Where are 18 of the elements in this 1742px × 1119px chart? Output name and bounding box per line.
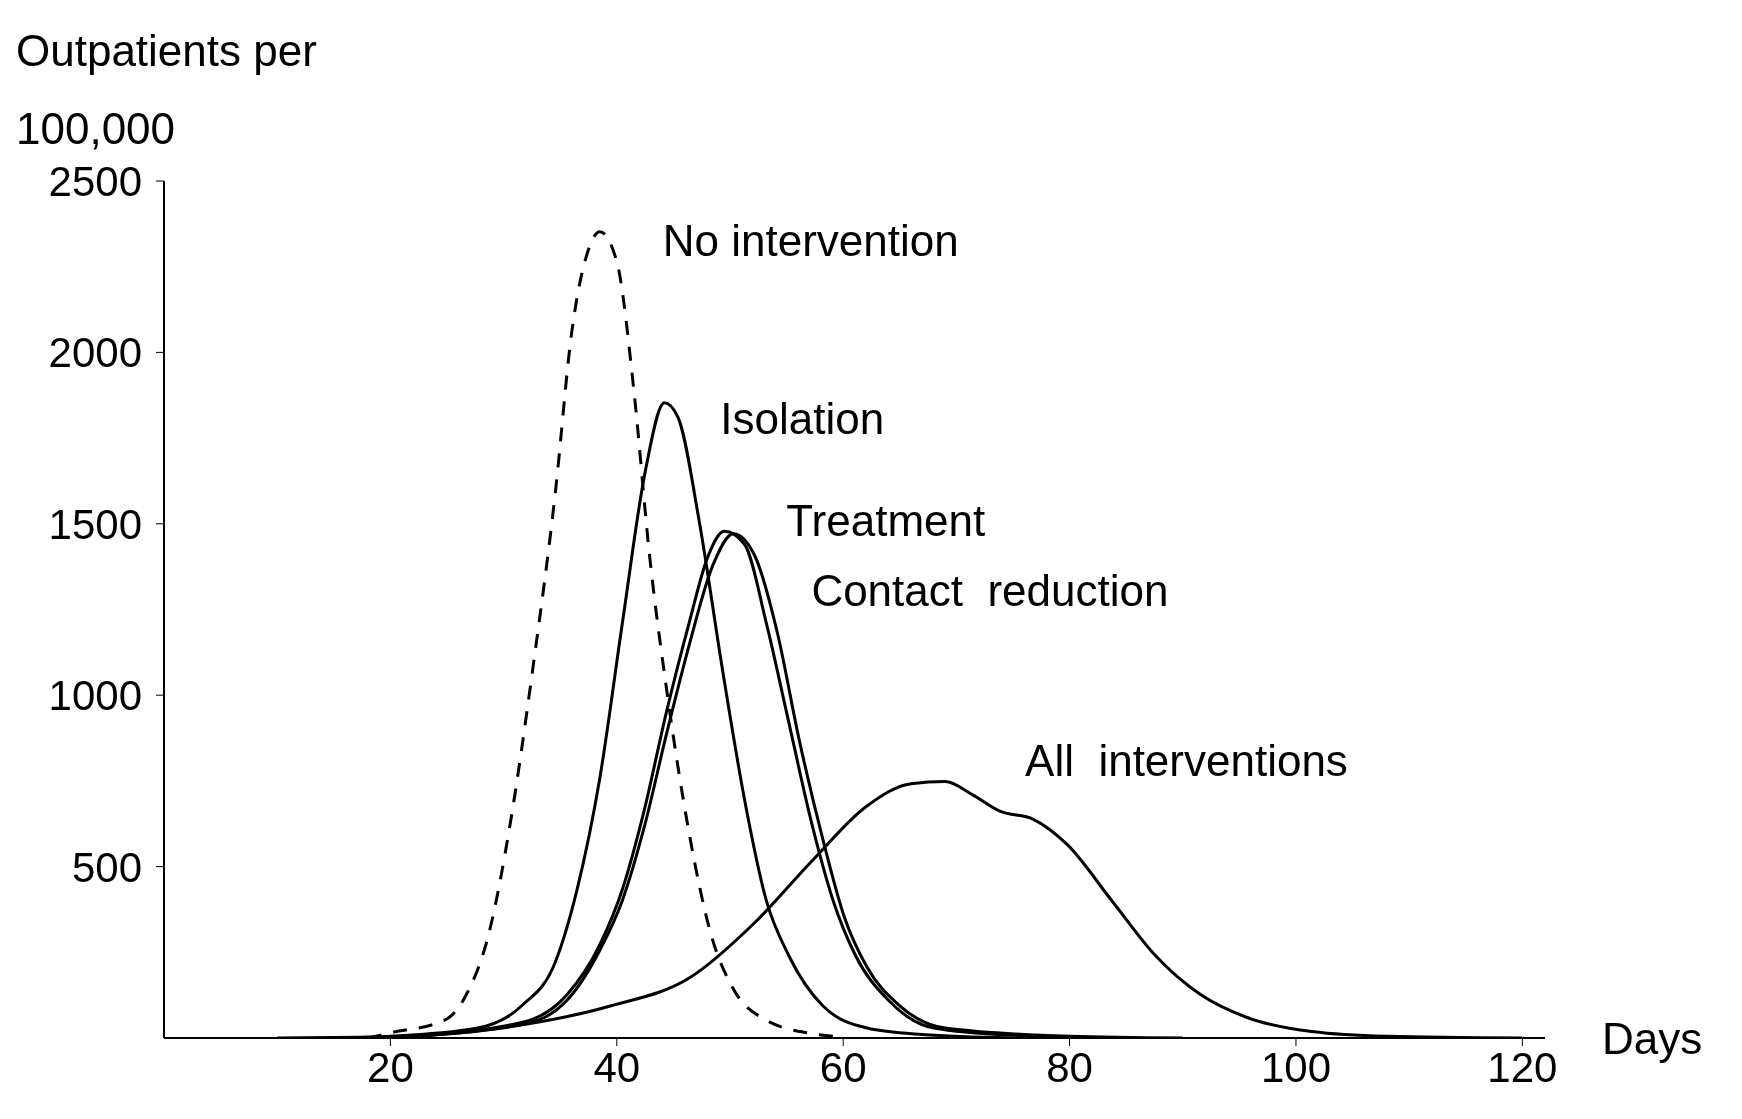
x-tick-label: 40 (593, 1043, 641, 1091)
y-tick-label: 1500 (48, 500, 142, 548)
y-tick-label: 2000 (48, 329, 142, 377)
y-tick-label: 2500 (48, 157, 142, 205)
series-label: Contact reduction (811, 566, 1169, 616)
x-tick-label: 20 (367, 1043, 414, 1091)
y-tick-label: 500 (71, 843, 142, 891)
y-tick-label: 1000 (48, 672, 142, 720)
series-label: All interventions (1025, 736, 1348, 786)
x-tick-label: 100 (1260, 1043, 1332, 1091)
series-label: Isolation (720, 394, 885, 444)
x-tick-label: 80 (1046, 1043, 1093, 1091)
x-tick-label: 60 (819, 1043, 867, 1091)
y-axis-title: Outpatients per 100,000 (16, 26, 317, 153)
series-label: Treatment (786, 495, 986, 545)
x-axis-title: Days (1602, 1014, 1703, 1064)
x-tick-label: 120 (1487, 1043, 1558, 1091)
series-label: No intervention (662, 216, 959, 266)
